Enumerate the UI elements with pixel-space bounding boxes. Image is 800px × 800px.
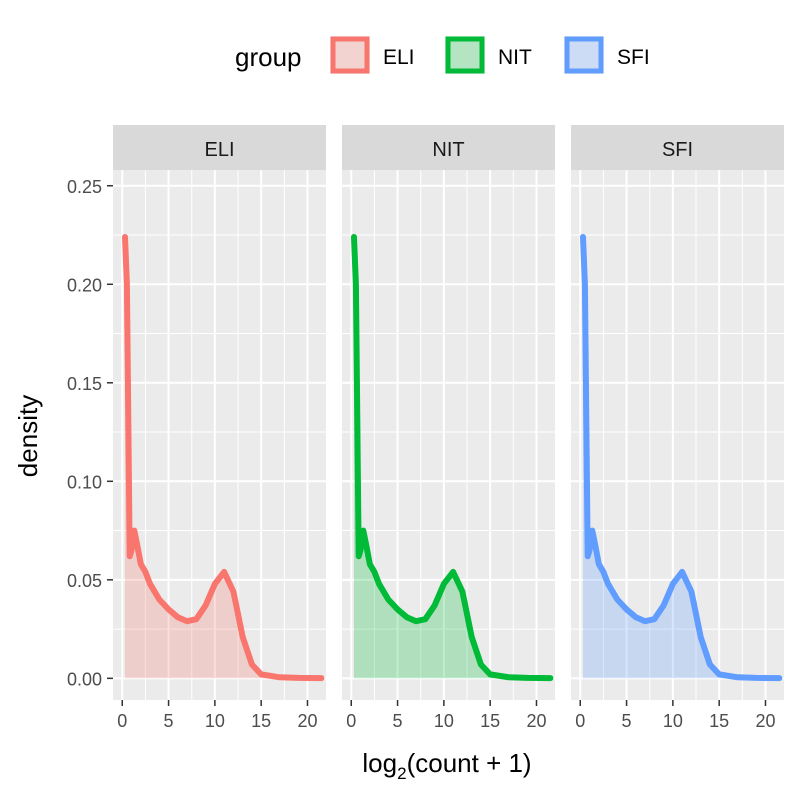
facet-strip: [342, 125, 555, 170]
x-tick-label: 20: [755, 711, 775, 731]
legend-key-background: [564, 36, 604, 74]
x-tick-label: 15: [251, 711, 271, 731]
x-tick-label: 0: [117, 711, 127, 731]
facet-panels: ELI 0 5 10 15 20 NIT 0 5 10 15 20 SFI 0 5 10 15 20: [113, 125, 784, 731]
y-tick-label: 0.25: [67, 177, 102, 197]
legend-label-eli: ELI: [383, 46, 415, 69]
gridlines: [571, 170, 784, 700]
legend-item-sfi: SFI: [564, 36, 650, 74]
x-axis: 0 5 10 15 20: [117, 700, 317, 731]
x-tick-label: 0: [346, 711, 356, 731]
panel-sfi: SFI 0 5 10 15 20: [571, 125, 784, 731]
y-axis: 0.00 0.05 0.10 0.15 0.20 0.25: [67, 177, 113, 689]
density-line-nit: [351, 234, 554, 682]
y-tick-label: 0.00: [67, 669, 102, 689]
y-axis-title: density: [13, 395, 43, 477]
legend-label-sfi: SFI: [617, 46, 650, 69]
panel-eli: ELI 0 5 10 15 20: [113, 125, 326, 731]
facet-label-sfi: SFI: [662, 139, 693, 161]
x-tick-label: 20: [526, 711, 546, 731]
panel-background: [342, 170, 555, 700]
y-tick-label: 0.10: [67, 472, 102, 492]
x-axis-title: log2(count + 1): [362, 748, 531, 783]
legend: group ELI NIT SFI: [235, 36, 650, 74]
x-tick-label: 5: [164, 711, 174, 731]
x-axis-title-base: log: [362, 748, 397, 778]
x-tick-label: 20: [297, 711, 317, 731]
x-axis: 0 5 10 15 20: [575, 700, 775, 731]
x-tick-label: 5: [393, 711, 403, 731]
x-tick-label: 5: [622, 711, 632, 731]
density-line-sfi: [580, 234, 783, 682]
panel-background: [571, 170, 784, 700]
x-tick-label: 10: [205, 711, 225, 731]
x-tick-label: 10: [434, 711, 454, 731]
panel-nit: NIT 0 5 10 15 20: [342, 125, 555, 731]
legend-label-nit: NIT: [498, 46, 532, 69]
panel-background: [113, 170, 326, 700]
y-tick-label: 0.20: [67, 275, 102, 295]
legend-key-background: [445, 36, 485, 74]
density-area-nit: [354, 237, 551, 679]
x-tick-label: 15: [709, 711, 729, 731]
facet-strip: [571, 125, 784, 170]
legend-title: group: [235, 42, 302, 72]
legend-key-nit: [445, 36, 485, 74]
y-tick-label: 0.05: [67, 571, 102, 591]
facet-label-eli: ELI: [204, 139, 234, 161]
density-area-eli: [125, 237, 322, 679]
legend-key-background: [330, 36, 370, 74]
x-axis-title-subscript: 2: [397, 764, 406, 783]
x-axis: 0 5 10 15 20: [346, 700, 546, 731]
legend-item-nit: NIT: [445, 36, 532, 74]
legend-item-eli: ELI: [330, 36, 415, 74]
density-area-sfi: [583, 237, 780, 679]
x-axis-title-rest: (count + 1): [407, 748, 532, 778]
x-tick-label: 15: [480, 711, 500, 731]
facet-label-nit: NIT: [432, 139, 464, 161]
facet-strip: [113, 125, 326, 170]
density-line-eli: [122, 234, 325, 682]
x-tick-label: 10: [663, 711, 683, 731]
legend-key-eli: [330, 36, 370, 74]
x-tick-label: 0: [575, 711, 585, 731]
legend-key-sfi: [564, 36, 604, 74]
y-tick-label: 0.15: [67, 374, 102, 394]
